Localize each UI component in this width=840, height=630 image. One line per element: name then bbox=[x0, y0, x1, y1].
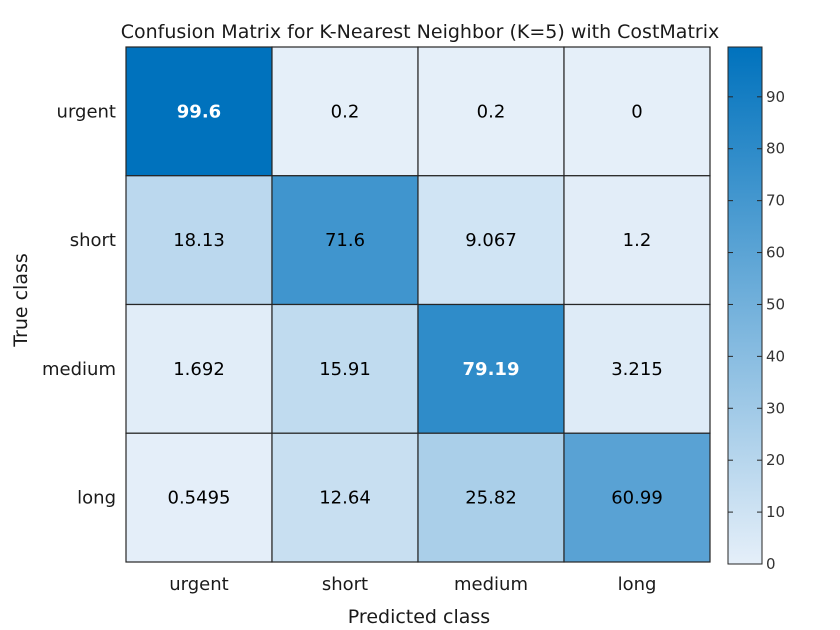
heatmap-cell bbox=[563, 303, 711, 434]
colorbar-tick-label: 20 bbox=[766, 451, 785, 469]
heatmap-cell bbox=[271, 432, 419, 563]
heatmap-cell bbox=[563, 46, 711, 177]
cell-value-label: 12.64 bbox=[319, 488, 371, 509]
cell-value-label: 99.6 bbox=[177, 101, 221, 122]
cell-value-label: 9.067 bbox=[465, 230, 517, 251]
y-tick-labels: urgent short medium long bbox=[42, 101, 116, 508]
colorbar-tick-label: 30 bbox=[766, 399, 785, 417]
colorbar-tick-label: 40 bbox=[766, 347, 785, 365]
heatmap-cell bbox=[271, 175, 419, 306]
colorbar: 0 10 20 30 40 50 60 70 80 90 bbox=[727, 46, 785, 573]
cell-value-label: 18.13 bbox=[173, 230, 225, 251]
heatmap-cell bbox=[125, 432, 273, 563]
heatmap-cell bbox=[125, 175, 273, 306]
heatmap-cell bbox=[563, 432, 711, 563]
colorbar-tick-label: 80 bbox=[766, 140, 785, 158]
chart-title: Confusion Matrix for K-Nearest Neighbor … bbox=[121, 21, 719, 43]
cell-value-label: 0 bbox=[631, 101, 642, 122]
cell-value-label: 0.5495 bbox=[168, 488, 231, 509]
heatmap-cells: 99.6 0.2 0.2 0 18.13 71.6 9.067 1.2 1.692 15.91 79… bbox=[125, 46, 711, 563]
x-tick-label: long bbox=[618, 574, 657, 595]
cell-value-label: 1.692 bbox=[173, 359, 225, 380]
y-tick-label: long bbox=[77, 488, 116, 509]
cell-value-label: 60.99 bbox=[611, 488, 663, 509]
y-axis-label: True class bbox=[10, 253, 32, 348]
heatmap-cell bbox=[271, 303, 419, 434]
x-tick-labels: urgent short medium long bbox=[169, 574, 656, 595]
heatmap-cell bbox=[417, 432, 565, 563]
heatmap-cell bbox=[417, 46, 565, 177]
colorbar-tick-label: 50 bbox=[766, 295, 785, 313]
x-tick-label: urgent bbox=[169, 574, 228, 595]
cell-value-label: 15.91 bbox=[319, 359, 371, 380]
cell-value-label: 79.19 bbox=[463, 359, 520, 380]
y-tick-label: urgent bbox=[57, 101, 116, 122]
cell-value-label: 25.82 bbox=[465, 488, 517, 509]
colorbar-tick-label: 10 bbox=[766, 503, 785, 521]
x-tick-label: medium bbox=[454, 574, 528, 595]
cell-value-label: 71.6 bbox=[325, 230, 365, 251]
colorbar-gradient bbox=[727, 46, 763, 565]
cell-value-label: 0.2 bbox=[477, 101, 506, 122]
heatmap-cell bbox=[271, 46, 419, 177]
heatmap-cell bbox=[125, 46, 273, 177]
colorbar-tick-label: 90 bbox=[766, 88, 785, 106]
colorbar-tick-label: 0 bbox=[766, 555, 776, 573]
x-axis-label: Predicted class bbox=[348, 606, 490, 628]
colorbar-ticks: 0 10 20 30 40 50 60 70 80 90 bbox=[728, 88, 785, 573]
y-tick-label: short bbox=[70, 230, 116, 251]
y-tick-label: medium bbox=[42, 359, 116, 380]
colorbar-tick-label: 70 bbox=[766, 192, 785, 210]
cell-value-label: 0.2 bbox=[331, 101, 360, 122]
x-tick-label: short bbox=[322, 574, 368, 595]
cell-value-label: 1.2 bbox=[623, 230, 652, 251]
colorbar-tick-label: 60 bbox=[766, 244, 785, 262]
cell-value-label: 3.215 bbox=[611, 359, 663, 380]
heatmap-cell bbox=[563, 175, 711, 306]
